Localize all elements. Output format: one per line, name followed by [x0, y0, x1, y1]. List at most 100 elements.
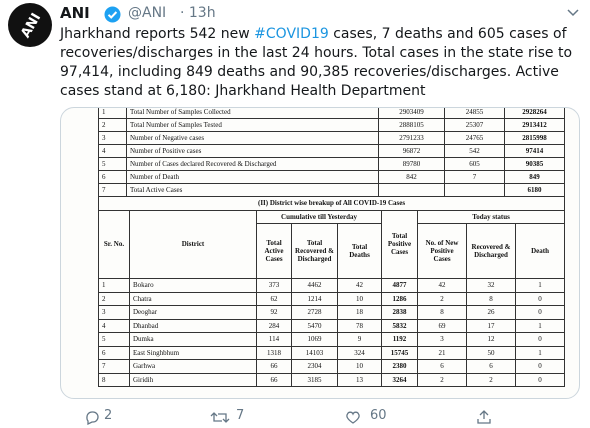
share-icon[interactable]	[476, 409, 492, 425]
table-cell: 1	[514, 345, 566, 360]
table-row: (II) District wise breakup of All COVID-…	[97, 196, 566, 211]
table-row: 6 East Singhbhum 1318 14103 324 15745 21 50 1	[98, 345, 566, 360]
menu-caret[interactable]	[566, 8, 580, 18]
table-cell: 2815998	[504, 131, 565, 145]
handle[interactable]: @ANI	[128, 5, 167, 21]
table-cell: 21	[417, 345, 467, 360]
table-cell: 1	[98, 278, 130, 293]
like-icon[interactable]	[345, 410, 361, 425]
text: cases, 7 deaths and 605 cases of recover…	[60, 26, 573, 99]
table-cell: Dumka	[129, 332, 257, 347]
table-cell: 89780	[378, 157, 445, 171]
table-cell: 284	[256, 318, 292, 333]
table-cell: 5832	[381, 318, 418, 333]
table-cell: 97414	[504, 144, 565, 158]
table-cell: 42	[417, 278, 467, 293]
table-cell: 14103	[291, 345, 338, 360]
table-cell: 324	[337, 345, 382, 360]
table-cell: Total Active Cases	[126, 183, 379, 197]
hashtag[interactable]: #COVID19	[254, 26, 329, 42]
header-cell: Recovered & Discharged	[466, 223, 516, 279]
table-cell: 62	[256, 291, 292, 306]
table-cell: 849	[504, 170, 565, 184]
table-cell: 32	[466, 278, 516, 293]
table-cell: 96872	[378, 144, 445, 158]
table-cell: 3264	[381, 372, 418, 387]
table-row: 4 Dhanbad 284 5470 78 5832 69 17 1	[98, 318, 566, 333]
reply-count: 2	[104, 408, 113, 423]
table-cell: Total Number of Samples Tested	[126, 118, 379, 132]
header-cell: Total Positive Cases	[381, 209, 418, 279]
table-row: 7 Total Active Cases 6180	[98, 183, 565, 197]
table-row: 1 Bokaro 373 4462 42 4877 42 32 1	[98, 278, 566, 293]
table-cell: 18	[337, 305, 382, 320]
table-cell: Chatra	[129, 291, 257, 306]
table-row: 5 Dumka 114 1069 9 1192 3 12 0	[98, 332, 566, 347]
table-cell: 2928264	[504, 108, 565, 119]
header-cell: Today status	[416, 209, 566, 224]
table-row: 7 Garhwa 66 2304 10 2380 6 6 0	[98, 359, 566, 374]
header-cell: Cumulative till Yesterday	[256, 209, 382, 224]
table-cell: 6	[466, 359, 516, 374]
header-row: Total Active Cases Total Recovered & Disc…	[99, 223, 566, 279]
table-cell: 4	[98, 144, 127, 158]
verified-badge	[104, 6, 121, 23]
table-cell: 2	[417, 372, 467, 387]
table-cell: 2	[466, 372, 516, 387]
table-cell: 2728	[291, 305, 338, 320]
table-cell: East Singhbhum	[129, 345, 257, 360]
table-cell: 2	[98, 118, 127, 132]
table-cell: 4877	[381, 278, 418, 293]
table-cell: 42	[337, 278, 382, 293]
district-table: (II) District wise breakup of All COVID-…	[97, 196, 566, 387]
table-cell: 2304	[291, 359, 338, 374]
table-cell: Giridih	[129, 372, 257, 387]
table-cell: 0	[514, 305, 566, 320]
table-cell: 10	[337, 359, 382, 374]
table-cell: 7	[98, 183, 127, 197]
text: Jharkhand reports 542 new	[60, 26, 255, 42]
table-row: 8 Giridih 66 3185 13 3264 2 2 0	[98, 372, 566, 387]
retweet-count: 7	[236, 408, 245, 423]
summary-table: 1 Total Number of Samples Collected 290340…	[98, 108, 565, 197]
table-cell: 2	[98, 291, 130, 306]
table-cell: 78	[337, 318, 382, 333]
table-cell: 1286	[381, 291, 418, 306]
table-cell: 1	[514, 278, 566, 293]
timestamp[interactable]: · 13h	[180, 5, 216, 21]
table-cell: 2838	[381, 305, 418, 320]
table-cell: Number of Negative cases	[126, 131, 379, 145]
like-count: 60	[370, 408, 387, 423]
table-cell: 7	[444, 170, 505, 184]
retweet-icon[interactable]	[210, 410, 230, 425]
header-cell: Sr. No.	[98, 209, 130, 279]
table-cell: 3	[98, 305, 130, 320]
table-cell: 3	[417, 332, 467, 347]
table-cell: 2888105	[378, 118, 445, 132]
table-cell: 2380	[381, 359, 418, 374]
table-cell: 842	[378, 170, 445, 184]
table-cell: 605	[444, 157, 505, 171]
table-cell: 8	[417, 305, 467, 320]
table-row: 2 Chatra 62 1214 10 1286 2 8 0	[98, 291, 566, 306]
table-row: 3 Deoghar 92 2728 18 2838 8 26 0	[98, 305, 566, 320]
avatar[interactable]: ANI	[8, 3, 52, 47]
table-cell: 6	[98, 170, 127, 184]
table-row: 6 Number of Death 842 7 849	[98, 170, 565, 184]
table-cell: 3	[98, 131, 127, 145]
table-cell: 6180	[504, 183, 565, 197]
reply-icon[interactable]	[84, 410, 100, 425]
header-cell: Death	[514, 223, 566, 279]
table-cell: 6	[98, 345, 130, 360]
table-cell: 1318	[256, 345, 292, 360]
table-cell: 7	[98, 359, 130, 374]
table-cell: 90385	[504, 157, 565, 171]
table-cell: Garhwa	[129, 359, 257, 374]
author-name[interactable]: ANI	[60, 4, 90, 22]
table-cell: 4	[98, 318, 130, 333]
table-cell: 66	[256, 372, 292, 387]
tweet-image[interactable]: 1 Total Number of Samples Collected 290340…	[60, 107, 580, 399]
table-cell	[378, 183, 445, 197]
table-cell: 2	[417, 291, 467, 306]
table-cell: 1	[98, 108, 127, 119]
